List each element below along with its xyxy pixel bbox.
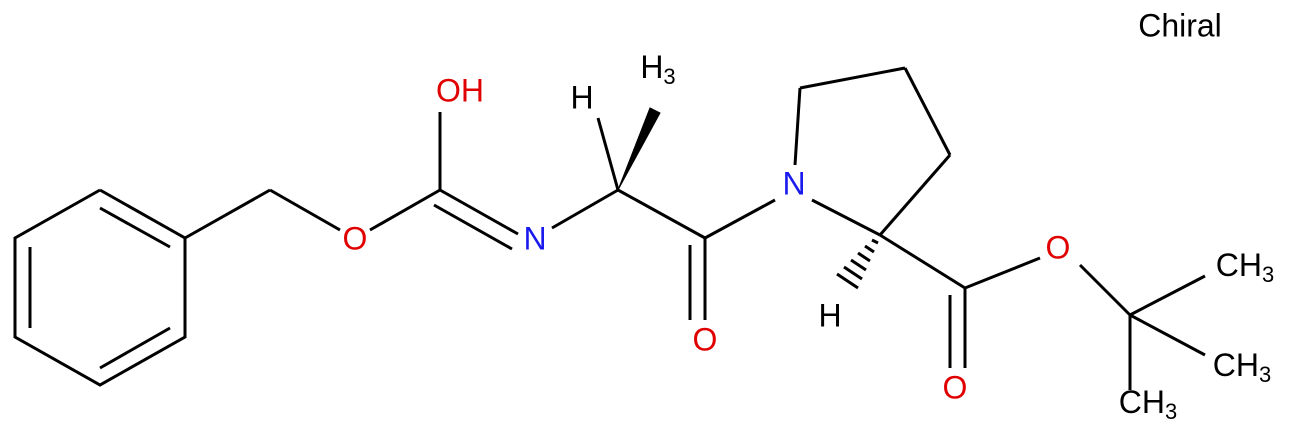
atom-label: H3 <box>640 49 675 88</box>
atom-label: O <box>693 321 718 357</box>
atom-label: OH <box>436 72 484 108</box>
atom-label: O <box>943 369 968 405</box>
atom-label: N <box>782 165 805 201</box>
atom-label: CH3 <box>1216 247 1274 286</box>
atom-labels: OH O N H H3 O N H O O CH3 CH3 CH3 <box>343 49 1275 423</box>
atom-label: CH3 <box>1213 347 1271 386</box>
atom-label: O <box>1046 229 1071 265</box>
atom-label: CH3 <box>1119 384 1177 423</box>
atom-label: H <box>818 297 841 333</box>
bonds <box>13 66 1206 390</box>
atom-label: N <box>523 220 546 256</box>
atom-label: O <box>343 220 368 256</box>
atom-label: H <box>570 79 593 115</box>
chiral-label: Chiral <box>1138 7 1222 43</box>
